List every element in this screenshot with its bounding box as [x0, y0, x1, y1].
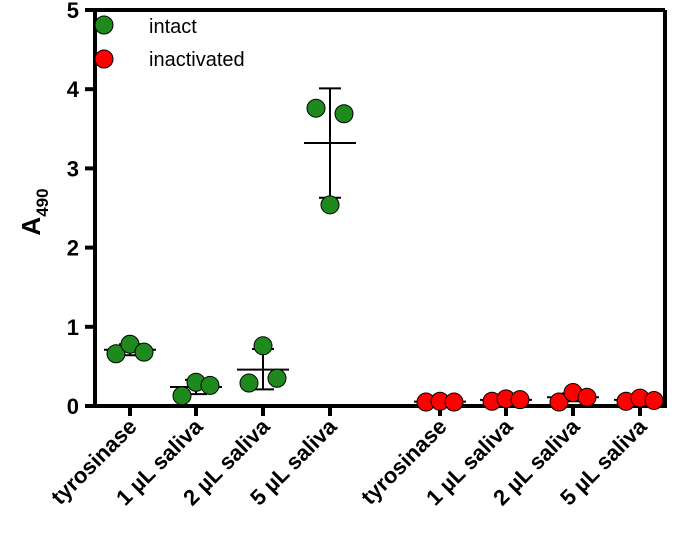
y-tick-label-0: 0 — [67, 394, 79, 419]
data-point-1-0 — [172, 386, 192, 406]
y-tick-label-3: 3 — [67, 156, 79, 181]
legend-label-inactivated: inactivated — [149, 49, 245, 71]
mean-sd-bars — [104, 87, 666, 404]
data-point-7-2 — [644, 390, 664, 410]
legend-marker-intact — [94, 15, 114, 35]
svg-text:A490: A490 — [16, 188, 52, 235]
data-point-6-0 — [549, 392, 569, 412]
data-point-3-1 — [320, 195, 340, 215]
y-tick-label-4: 4 — [67, 77, 80, 102]
y-tick-label-1: 1 — [67, 315, 79, 340]
data-point-1-2 — [200, 375, 220, 395]
data-point-5-2 — [510, 390, 530, 410]
y-tick-label-5: 5 — [67, 0, 79, 23]
data-point-3-0 — [306, 98, 326, 118]
data-point-3-2 — [334, 104, 354, 124]
y-axis-ticks: 0 1 2 3 4 5 — [67, 0, 95, 419]
data-point-4-2 — [444, 392, 464, 412]
legend: intact inactivated — [94, 15, 245, 71]
data-point-0-2 — [134, 342, 154, 362]
data-point-2-1 — [253, 336, 273, 356]
y-axis-title-subscript: 490 — [33, 188, 52, 216]
data-point-6-2 — [577, 387, 597, 407]
data-point-2-2 — [267, 368, 287, 388]
data-point-2-0 — [239, 373, 259, 393]
legend-label-intact: intact — [149, 16, 197, 38]
y-axis-title-main: A — [16, 217, 46, 236]
legend-marker-inactivated — [94, 49, 114, 69]
data-points — [106, 98, 664, 412]
y-tick-label-2: 2 — [67, 236, 79, 261]
data-point-0-0 — [106, 344, 126, 364]
y-axis-title: A490 — [16, 188, 52, 235]
